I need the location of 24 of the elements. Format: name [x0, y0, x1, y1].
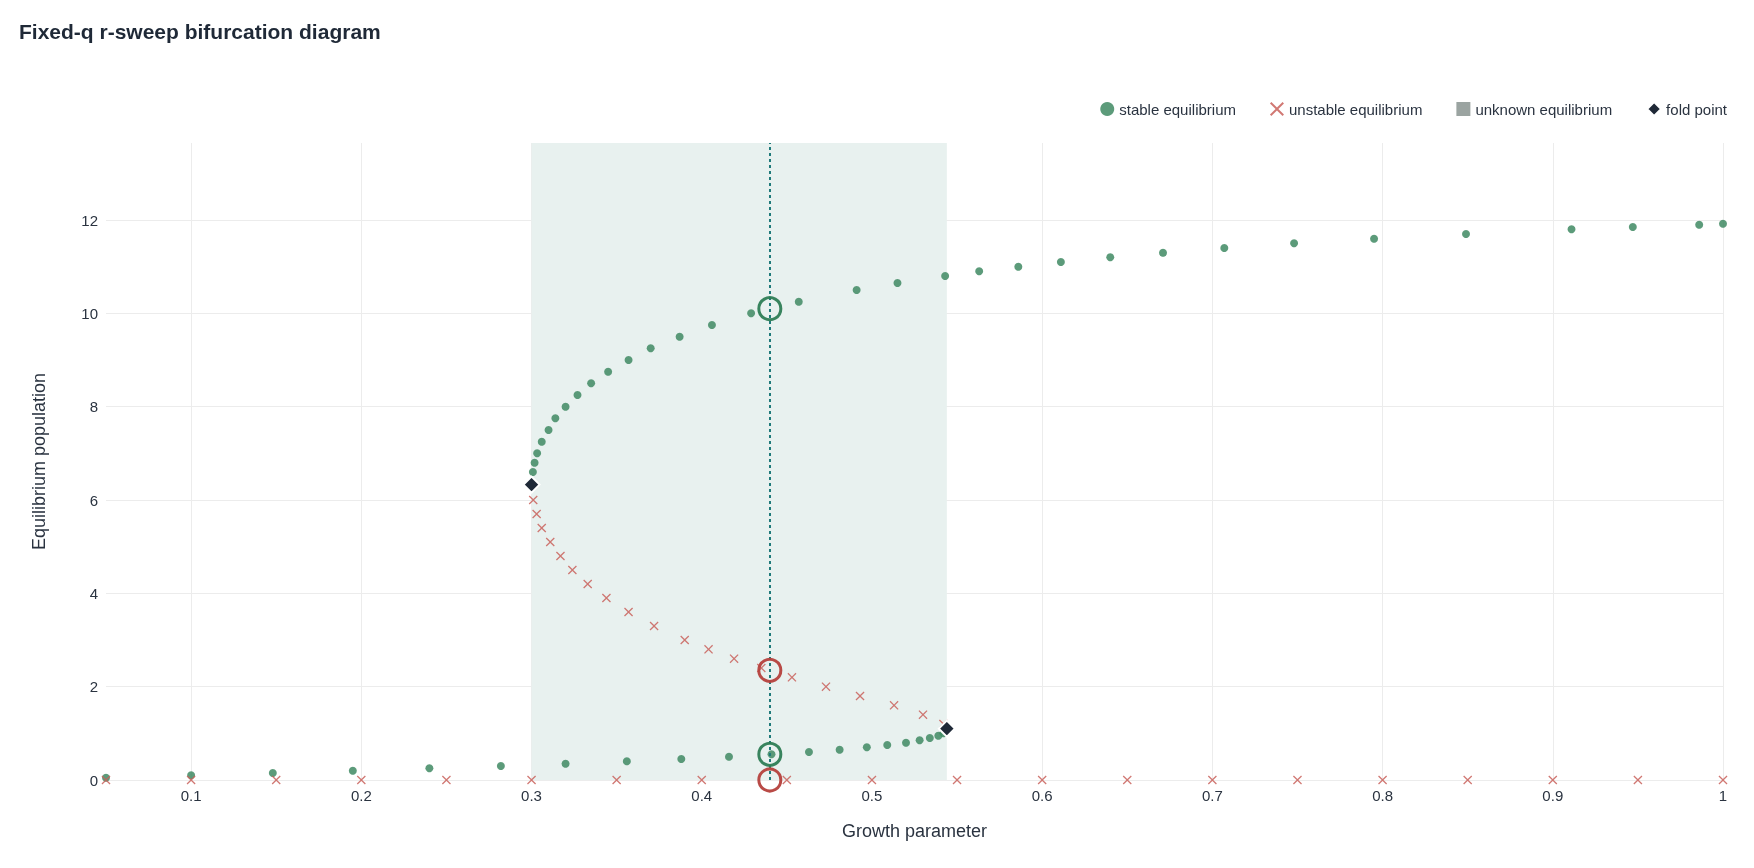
- x-axis-title: Growth parameter: [841, 821, 988, 841]
- x-tick-label: 0.8: [1372, 787, 1394, 804]
- x-tick-label: 0.7: [1201, 787, 1223, 804]
- x-tick-label: 0.6: [1031, 787, 1053, 804]
- legend-label: stable equilibrium: [1119, 100, 1236, 118]
- y-tick-label: 0: [89, 771, 98, 789]
- y-tick-label: 6: [89, 491, 98, 509]
- y-tick-label: 8: [89, 398, 98, 416]
- legend-label: unstable equilibrium: [1288, 100, 1423, 118]
- x-tick-label: 0.1: [180, 787, 202, 804]
- chart-title: Fixed-q r-sweep bifurcation diagram: [19, 20, 381, 43]
- legend-label: unknown equilibrium: [1475, 100, 1613, 118]
- x-tick-label: 1: [1718, 787, 1728, 804]
- y-tick-label: 2: [89, 678, 98, 696]
- x-tick-label: 0.2: [350, 787, 372, 804]
- x-tick-label: 0.3: [521, 787, 542, 804]
- y-tick-label: 4: [89, 584, 98, 602]
- y-tick-label: 10: [81, 304, 98, 322]
- x-tick-label: 0.5: [861, 787, 883, 804]
- x-tick-label: 0.4: [691, 787, 713, 804]
- x-tick-label: 0.9: [1542, 787, 1564, 804]
- y-tick-label: 12: [81, 211, 98, 229]
- y-axis-title: Equilibrium population: [29, 372, 49, 551]
- legend-label: fold point: [1666, 100, 1728, 118]
